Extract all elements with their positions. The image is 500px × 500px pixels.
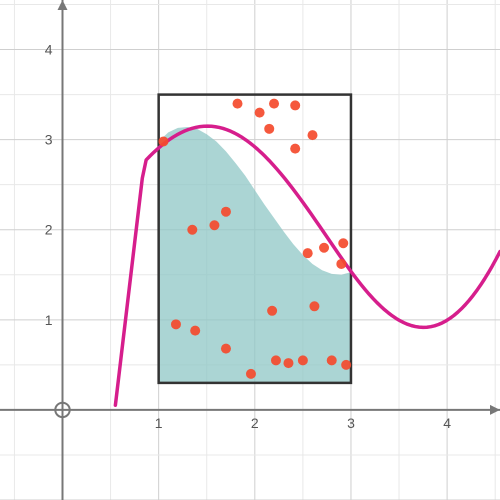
integration-monte-carlo-chart: 1 2 3 4 1 2 3 4	[0, 0, 500, 500]
scatter-point	[319, 243, 329, 253]
scatter-point	[336, 259, 346, 269]
scatter-point	[290, 100, 300, 110]
scatter-point	[190, 326, 200, 336]
scatter-point	[171, 319, 181, 329]
y-tick-label: 4	[45, 42, 53, 58]
scatter-point	[246, 369, 256, 379]
scatter-point	[264, 124, 274, 134]
scatter-point	[233, 99, 243, 109]
scatter-point	[303, 248, 313, 258]
scatter-point	[309, 301, 319, 311]
scatter-point	[341, 360, 351, 370]
x-tick-label: 4	[443, 415, 451, 431]
scatter-point	[269, 99, 279, 109]
scatter-point	[187, 225, 197, 235]
scatter-point	[327, 355, 337, 365]
x-tick-label: 1	[155, 415, 163, 431]
x-tick-label: 3	[347, 415, 355, 431]
scatter-point	[255, 108, 265, 118]
scatter-point	[267, 306, 277, 316]
scatter-point	[271, 355, 281, 365]
scatter-point	[308, 130, 318, 140]
scatter-point	[298, 355, 308, 365]
scatter-point	[290, 144, 300, 154]
scatter-point	[158, 136, 168, 146]
scatter-point	[283, 358, 293, 368]
y-tick-label: 3	[45, 132, 53, 148]
chart-svg: 1 2 3 4 1 2 3 4	[0, 0, 500, 500]
y-tick-label: 2	[45, 222, 53, 238]
x-tick-label: 2	[251, 415, 259, 431]
scatter-point	[221, 344, 231, 354]
scatter-point	[209, 220, 219, 230]
scatter-point	[338, 238, 348, 248]
y-tick-label: 1	[45, 312, 53, 328]
scatter-point	[221, 207, 231, 217]
